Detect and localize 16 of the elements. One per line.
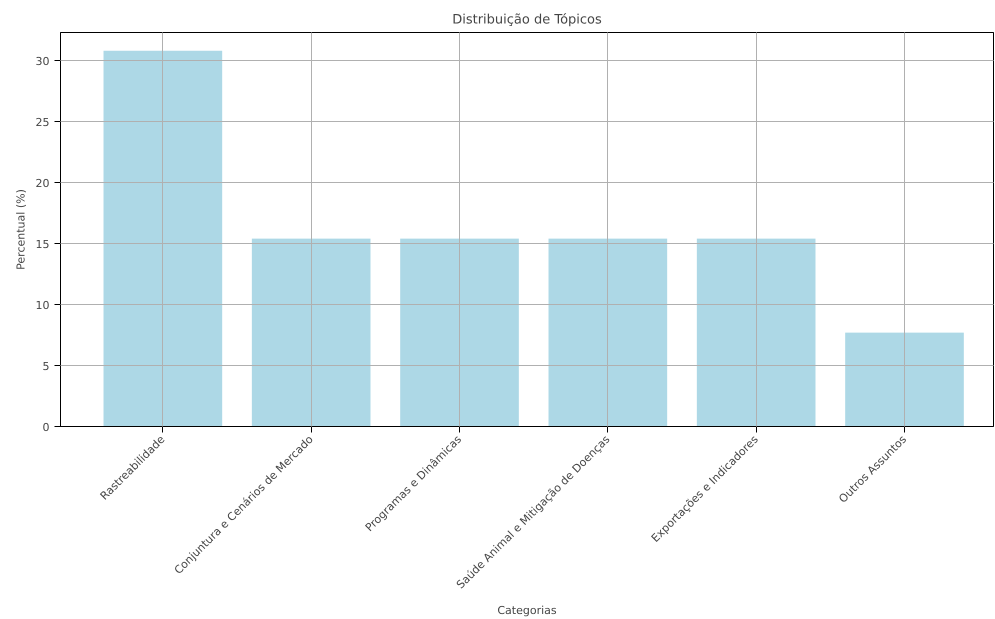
y-tick-label: 30: [36, 55, 50, 68]
y-tick-label: 20: [36, 177, 50, 190]
y-tick-label: 5: [42, 360, 50, 374]
bar: [548, 238, 668, 426]
bar: [400, 238, 519, 426]
y-axis-title: Percentual (%): [14, 189, 28, 270]
y-tick-label: 0: [42, 421, 50, 434]
y-tick-label: 25: [36, 116, 50, 130]
x-axis-title: Categorias: [497, 604, 557, 617]
bar: [696, 238, 816, 426]
bar: [252, 238, 371, 426]
y-tick-label: 15: [36, 238, 50, 252]
bar: [104, 50, 222, 426]
bar: [845, 332, 964, 426]
y-tick-label: 10: [36, 299, 50, 312]
chart-title: Distribuição de Tópicos: [452, 12, 602, 28]
